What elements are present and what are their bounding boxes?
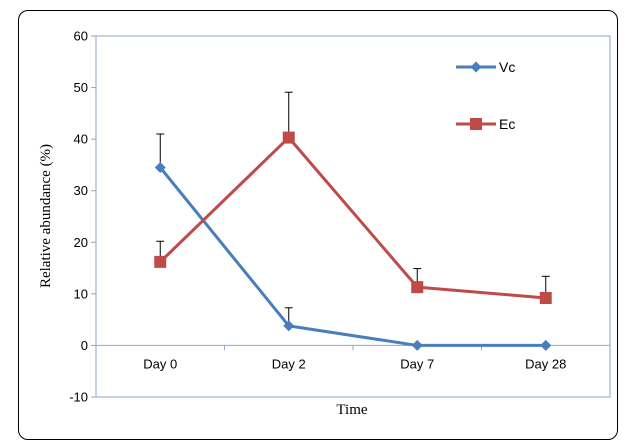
data-point	[540, 339, 552, 351]
data-point	[154, 162, 166, 174]
line-chart: -10 0 10 20 30 40 50 60 Day 0 Day 2 Day 7 Day 28 V…	[38, 29, 611, 418]
y-axis-title: Relative abundance (%)	[38, 144, 54, 288]
y-tick-label: 50	[74, 80, 88, 95]
x-tick-label: Day 0	[143, 356, 177, 371]
legend-label: Ec	[499, 116, 515, 132]
legend: Vc Ec	[456, 59, 515, 132]
data-point	[411, 339, 423, 351]
x-axis-title: Time	[336, 402, 367, 418]
series-ec	[154, 131, 552, 304]
legend-marker	[470, 118, 482, 130]
data-point	[282, 131, 295, 144]
x-tick-label: Day 28	[525, 356, 566, 371]
y-tick-label: 0	[81, 338, 88, 353]
series-layer	[154, 91, 552, 351]
x-tick-label: Day 2	[272, 356, 306, 371]
legend-label: Vc	[499, 59, 515, 75]
data-point	[411, 281, 424, 294]
y-tick-label: 40	[74, 132, 88, 147]
series-line	[159, 166, 546, 347]
y-tick-label: 30	[74, 183, 88, 198]
series-vc-error-bars	[156, 133, 293, 326]
legend-item-vc: Vc	[456, 59, 515, 75]
y-tick-label: 20	[74, 235, 88, 250]
y-axis: -10 0 10 20 30 40 50 60	[69, 29, 97, 405]
series-line	[159, 136, 546, 300]
y-tick-label: 10	[74, 286, 88, 301]
x-tick-label: Day 7	[400, 356, 434, 371]
legend-item-ec: Ec	[456, 116, 515, 132]
y-tick-label: 60	[74, 29, 88, 44]
plot-area	[95, 35, 611, 398]
data-point	[539, 291, 552, 304]
data-point	[154, 255, 167, 268]
legend-marker	[470, 61, 482, 73]
x-axis: Day 0 Day 2 Day 7 Day 28	[95, 344, 611, 371]
data-point	[283, 320, 295, 332]
y-tick-label: -10	[69, 390, 88, 405]
series-vc	[154, 162, 552, 351]
